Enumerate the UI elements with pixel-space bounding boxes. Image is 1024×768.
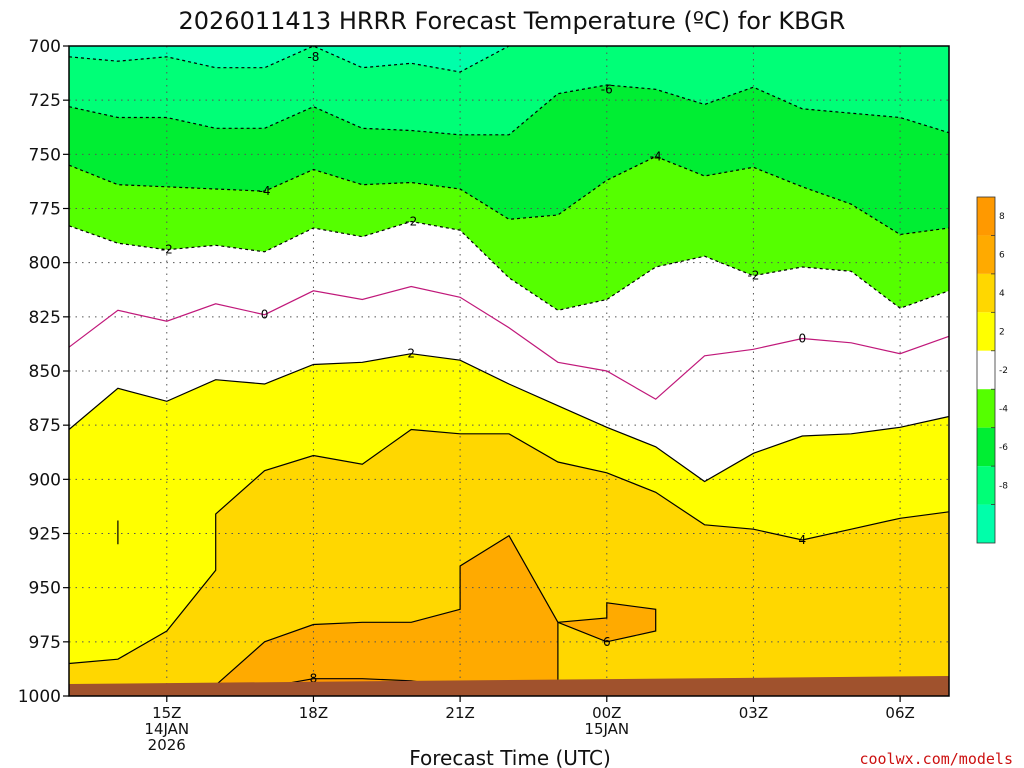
x-tick-label: 15Z xyxy=(152,704,181,722)
y-tick-label: 975 xyxy=(29,633,61,653)
chart-title: 2026011413 HRRR Forecast Temperature (ºC… xyxy=(179,7,846,35)
contour-label: 6 xyxy=(603,635,611,649)
y-tick-label: 800 xyxy=(29,254,61,274)
colorbar-swatch xyxy=(977,389,995,428)
contour-line xyxy=(68,84,950,136)
contour-label: -8 xyxy=(307,50,319,64)
temperature-bands xyxy=(69,46,949,696)
contour-line-closed xyxy=(557,602,657,643)
contour-label: 8 xyxy=(310,672,318,686)
y-tick-label: 875 xyxy=(29,416,61,436)
contour-line xyxy=(68,220,950,311)
y-tick-label: 1000 xyxy=(18,687,61,707)
y-tick-label: 850 xyxy=(29,362,61,382)
y-tick-label: 825 xyxy=(29,308,61,328)
x-tick-label: 18Z xyxy=(299,704,328,722)
colorbar-swatch xyxy=(977,466,995,505)
contour-line xyxy=(215,534,559,688)
contour-line xyxy=(68,285,950,400)
credit-text: coolwx.com/models xyxy=(859,750,1013,768)
contour-labels: 0 0 2 4 6 8 -8 -6 -4 -4 -2 -2 -2 xyxy=(161,50,806,686)
colorbar-swatch xyxy=(977,312,995,351)
colorbar-tick-label: 4 xyxy=(999,289,1005,299)
ground-terrain xyxy=(69,676,949,696)
colorbar-swatch xyxy=(977,504,995,543)
x-tick-label: 21Z xyxy=(445,704,474,722)
contour-label: -2 xyxy=(405,215,417,229)
colorbar-tick-label: -6 xyxy=(999,443,1008,453)
contour-label: -4 xyxy=(650,150,662,164)
contour-line xyxy=(68,155,950,236)
colorbar-swatch xyxy=(977,235,995,274)
plot-area: 0 0 2 4 6 8 -8 -6 -4 -4 -2 -2 -2 xyxy=(68,45,950,697)
x-axis-label: Forecast Time (UTC) xyxy=(409,746,611,768)
colorbar-tick-label: -8 xyxy=(999,481,1008,491)
x-tick-label: 06Z xyxy=(885,704,914,722)
color-legend: 8 6 4 2 -2 -4 -6 -8 xyxy=(976,196,1008,544)
x-tick-label: 00Z xyxy=(592,704,621,722)
contour-label: -2 xyxy=(747,269,759,283)
colorbar-tick-label: 8 xyxy=(999,212,1005,222)
y-tick-label: 750 xyxy=(29,145,61,165)
pressure-axis: 700 725 750 775 800 825 850 875 900 925 950 975 1000 xyxy=(18,37,69,707)
colorbar-swatch xyxy=(977,197,995,236)
contour-line xyxy=(68,428,950,665)
y-tick-label: 725 xyxy=(29,91,61,111)
contour-line xyxy=(68,353,950,483)
contour-line xyxy=(68,45,510,73)
band-minus8-to-minus6 xyxy=(69,46,949,135)
contour-label: -2 xyxy=(161,243,173,257)
contour-label: 2 xyxy=(407,347,415,361)
colorbar-swatch xyxy=(977,273,995,313)
y-tick-label: 950 xyxy=(29,579,61,599)
x-tick-date: 14JAN xyxy=(144,720,189,738)
colorbar-tick-label: -4 xyxy=(999,404,1008,414)
colorbar-tick-label: 6 xyxy=(999,251,1005,261)
contour-label: 4 xyxy=(799,533,807,547)
contour-label: 0 xyxy=(799,332,807,346)
colorbar-swatch xyxy=(977,350,995,390)
contour-label: 0 xyxy=(261,308,269,322)
y-tick-label: 900 xyxy=(29,470,61,490)
contour-label: -6 xyxy=(601,82,613,96)
colorbar-tick-label: 2 xyxy=(999,328,1005,338)
x-tick-label: 03Z xyxy=(739,704,768,722)
contour-label: -4 xyxy=(259,184,271,198)
colorbar-swatch xyxy=(977,427,995,467)
y-tick-label: 700 xyxy=(29,37,61,57)
x-tick-date: 15JAN xyxy=(584,720,629,738)
band-6-to-8 xyxy=(215,535,558,696)
y-tick-label: 925 xyxy=(29,525,61,545)
band-below-minus8 xyxy=(69,46,509,72)
y-tick-label: 775 xyxy=(29,200,61,220)
x-tick-year: 2026 xyxy=(148,736,186,754)
colorbar-frame xyxy=(976,196,996,544)
colorbar-tick-label: -2 xyxy=(999,366,1008,376)
contour-lines xyxy=(68,45,950,688)
